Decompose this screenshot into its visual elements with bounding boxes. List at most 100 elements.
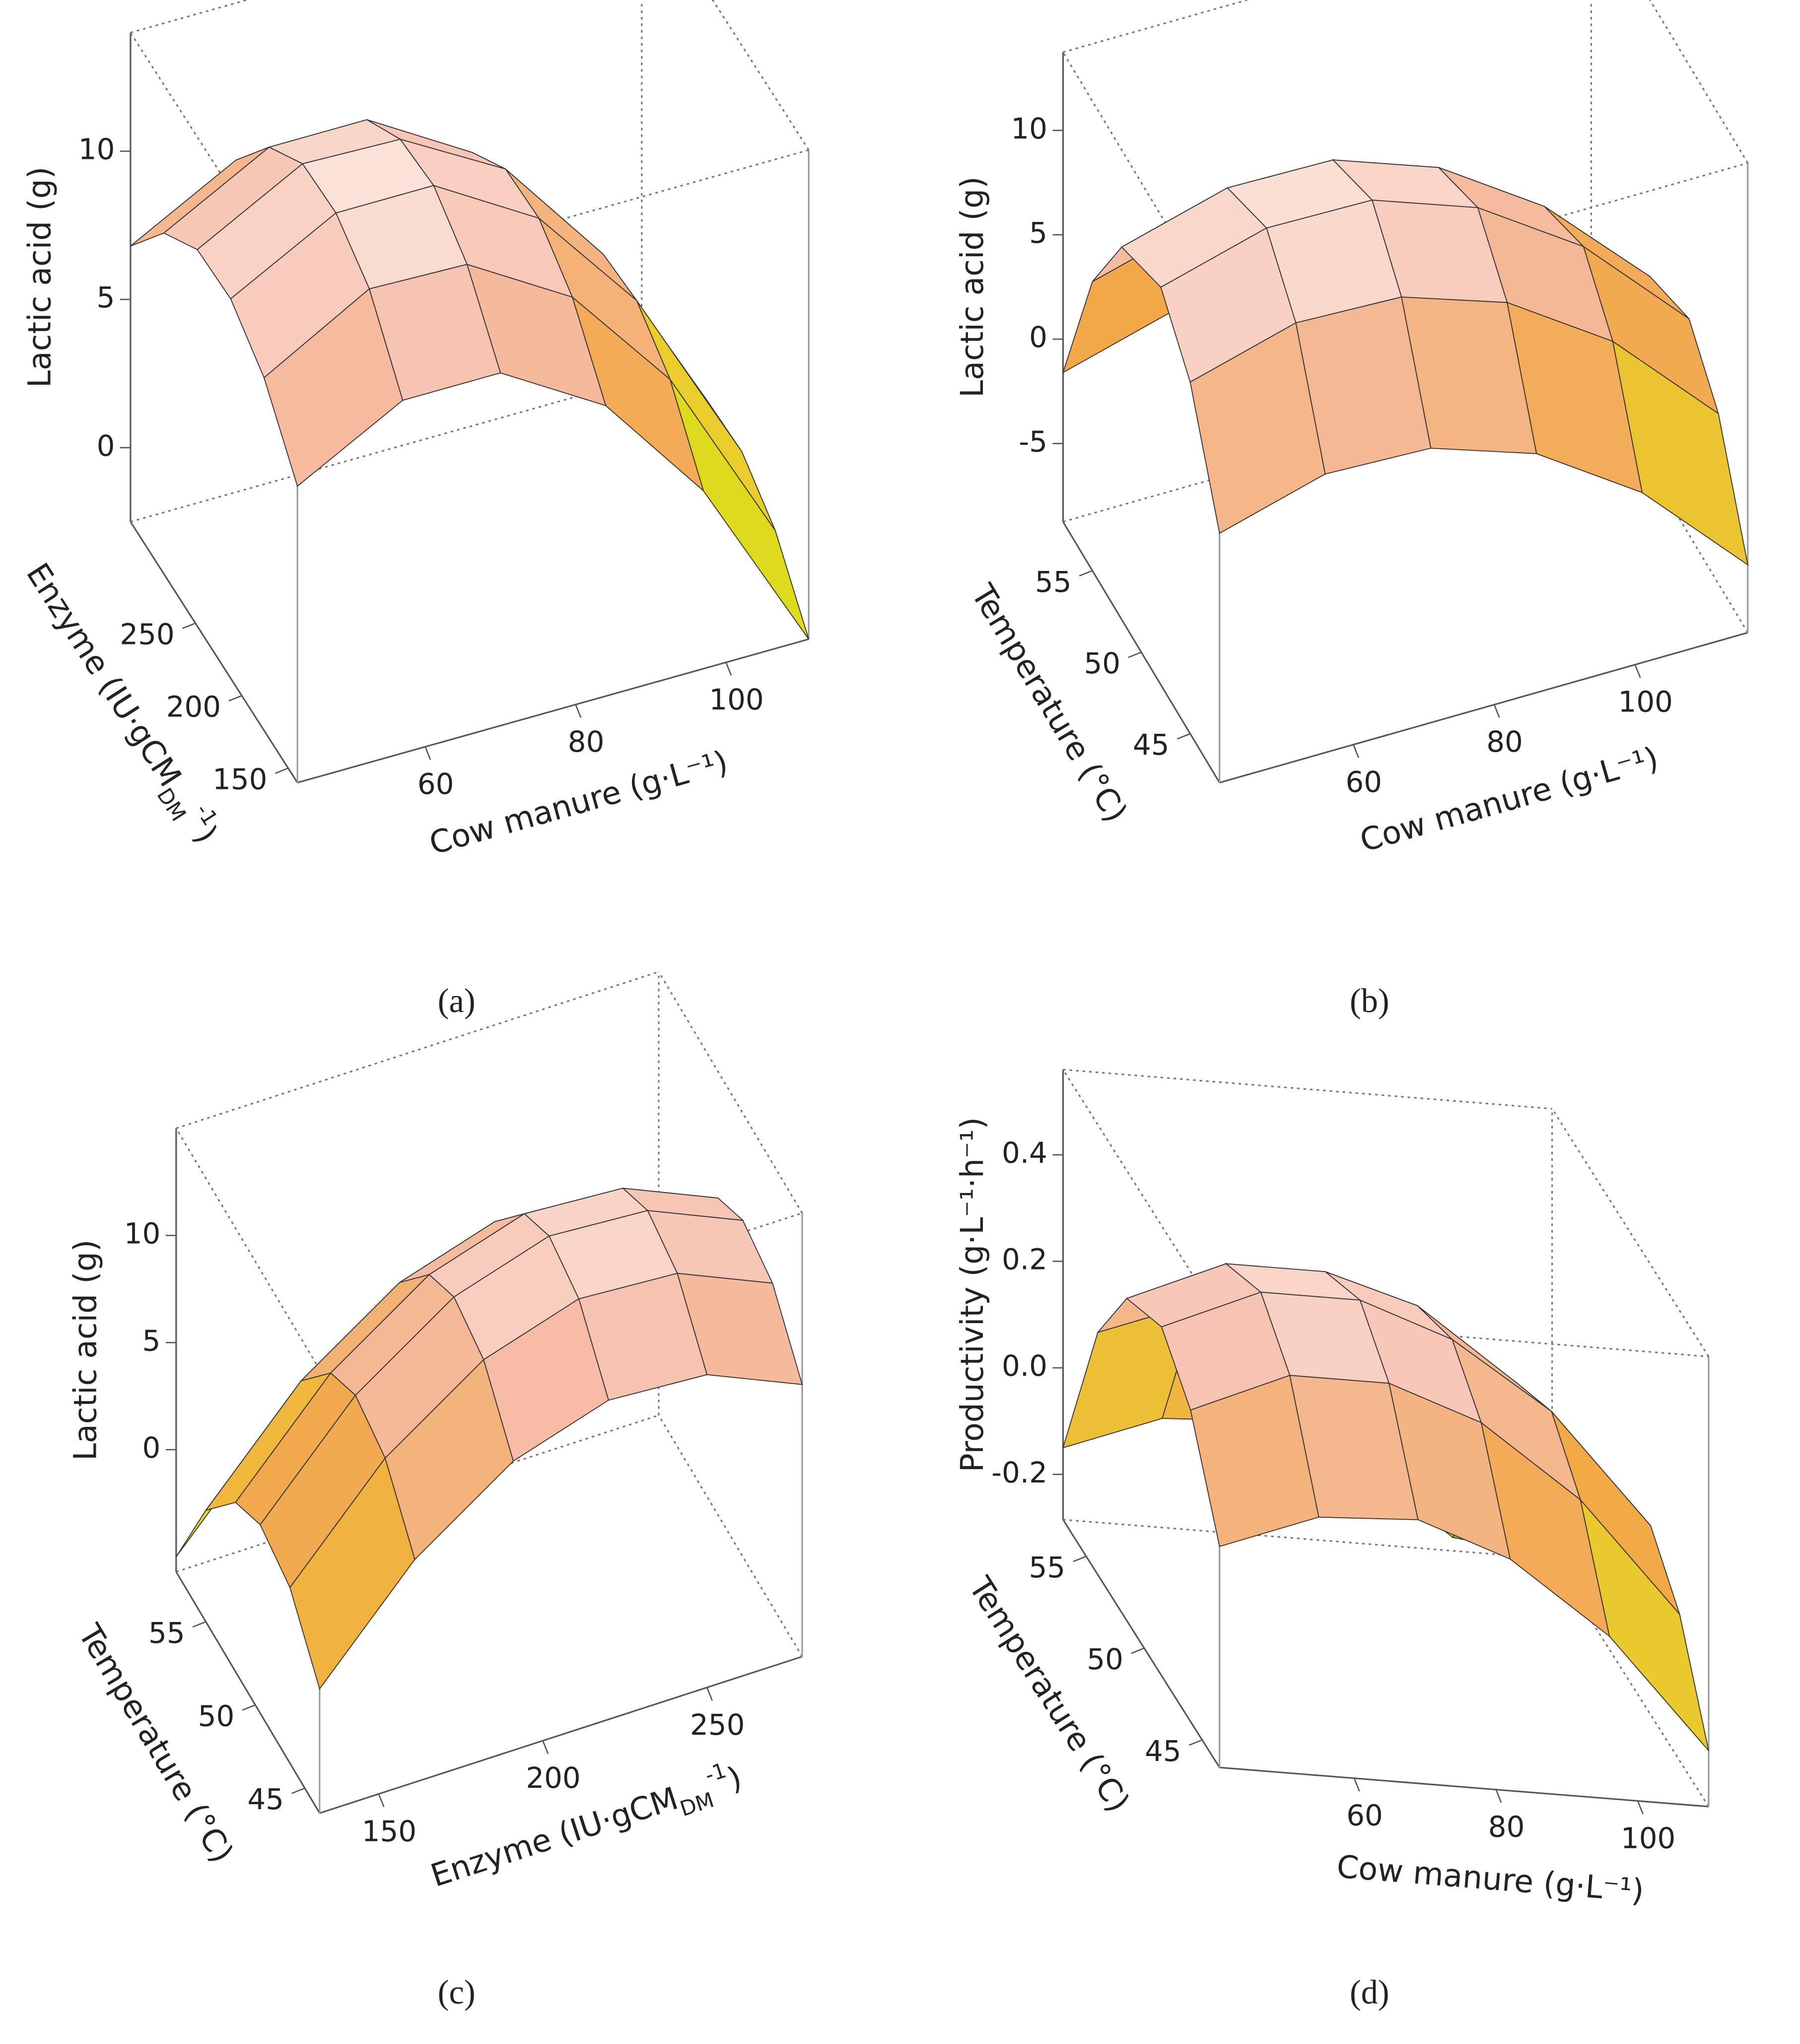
z-tick-label: 0.0 (1002, 1349, 1047, 1383)
x-axis-title: Cow manure (g·L⁻¹) (1335, 1848, 1645, 1909)
y-tick (275, 767, 288, 774)
box-edge (1062, 0, 1250, 53)
y-tick (228, 695, 242, 702)
y-tick (1177, 733, 1191, 740)
z-axis-title: Lactic acid (g) (21, 167, 58, 388)
y-tick-label: 45 (247, 1782, 284, 1816)
z-tick-label: 0.2 (1002, 1243, 1047, 1276)
panel-label: (a) (438, 982, 476, 1020)
box-edge (1062, 52, 1221, 314)
y-tick (1188, 1739, 1203, 1746)
z-axis-title: Productivity (g·L⁻¹·h⁻¹) (954, 1117, 990, 1472)
x-tick (424, 746, 431, 760)
z-tick-label: 5 (1029, 216, 1047, 250)
x-tick (725, 662, 732, 676)
y-tick (1128, 651, 1142, 658)
box-edge (1219, 632, 1748, 783)
y-tick (1073, 1555, 1087, 1562)
y-axis-title: Temperature (°C) (71, 1618, 241, 1869)
y-tick-label: 200 (166, 690, 221, 724)
z-tick-label: 5 (142, 1324, 161, 1357)
box-edge (297, 638, 809, 783)
y-axis-title: Temperature (°C) (962, 1570, 1137, 1818)
y-tick-label: 45 (1133, 728, 1170, 762)
y-tick (291, 1787, 305, 1794)
y-tick-label: 150 (212, 763, 267, 796)
x-tick (542, 1740, 549, 1754)
y-tick-label: 45 (1145, 1734, 1181, 1768)
x-tick-label: 80 (568, 725, 605, 759)
x-tick (1353, 744, 1359, 758)
y-tick (182, 623, 196, 630)
x-tick-label: 150 (362, 1814, 416, 1848)
box-edge (1649, 0, 1749, 164)
box-edge (130, 521, 298, 783)
x-tick (706, 1687, 713, 1701)
x-tick (1353, 1778, 1360, 1792)
x-tick-label: 60 (1345, 765, 1382, 799)
surface-facet (289, 1457, 415, 1690)
z-tick-label: 0 (142, 1431, 161, 1465)
x-tick-label: 100 (709, 683, 763, 716)
box-edge (1063, 1068, 1552, 1110)
z-tick-label: 5 (97, 281, 115, 314)
y-tick (242, 1704, 256, 1711)
surface-facet (1189, 322, 1326, 534)
panel-label: (d) (1350, 1973, 1389, 2011)
z-tick-label: 0 (97, 429, 115, 463)
x-axis-title: Cow manure (g·L⁻¹) (425, 743, 732, 862)
x-axis-title: Enzyme (IU·gCMDM-1) (425, 1754, 749, 1901)
box-edge (175, 1128, 321, 1370)
box-edge (176, 971, 659, 1129)
y-axis-title-text: Enzyme (IU·gCM (19, 557, 189, 793)
box-edge (658, 1414, 803, 1657)
panel: 60 80 100 45 50 55 -0.2 0.0 0.2 0.4 Cow manure (g·… (954, 1068, 1710, 2011)
box-edge (1551, 1108, 1710, 1357)
panel: 60 80 100 150 200 250 0 5 10 Cow manure (g·L⁻¹) En… (19, 0, 810, 1020)
x-tick-label: 60 (417, 767, 454, 801)
x-tick (1495, 1789, 1502, 1803)
y-tick-label: 50 (1084, 646, 1120, 680)
z-tick-label: 10 (1011, 112, 1047, 145)
y-tick-label: 55 (1035, 565, 1072, 599)
y-axis-title: Temperature (°C) (964, 577, 1135, 829)
z-axis-title: Lactic acid (g) (954, 176, 990, 397)
panel-label: (c) (438, 1973, 476, 2011)
y-tick-label: 50 (198, 1699, 235, 1733)
x-axis-title-sub: DM (677, 1787, 717, 1821)
z-tick-label: -5 (1019, 424, 1047, 458)
x-tick (575, 704, 582, 718)
z-tick-label: 10 (78, 133, 115, 166)
z-tick-label: -0.2 (991, 1456, 1047, 1489)
x-tick (1637, 1800, 1644, 1815)
x-tick-label: 200 (526, 1761, 580, 1795)
panel-label: (b) (1350, 982, 1389, 1020)
z-tick-label: 0 (1029, 320, 1047, 354)
surface-facet (1190, 1375, 1319, 1548)
z-tick-label: 0.4 (1002, 1136, 1047, 1170)
surface-facet (263, 288, 404, 487)
z-axis-title: Lactic acid (g) (67, 1240, 103, 1461)
box-edge (658, 971, 803, 1214)
y-tick (1131, 1647, 1145, 1654)
y-tick-label: 55 (1029, 1551, 1066, 1584)
x-tick-label: 100 (1621, 1821, 1675, 1855)
box-edge (319, 1656, 803, 1814)
x-tick-label: 250 (690, 1708, 745, 1742)
y-tick-label: 55 (148, 1616, 185, 1650)
x-tick-label: 60 (1346, 1799, 1383, 1833)
y-tick (1079, 570, 1093, 577)
z-tick-label: 10 (124, 1217, 161, 1251)
x-tick (378, 1793, 385, 1808)
x-tick (1634, 664, 1641, 678)
box-edge (1062, 1519, 1221, 1768)
y-tick (192, 1621, 207, 1628)
x-axis-title-text: Enzyme (IU·gCM (426, 1780, 683, 1894)
x-tick (1493, 704, 1500, 718)
panel: 150 200 250 45 50 55 0 5 10 Enzyme (IU·gCMDM-1) Te… (67, 971, 803, 2011)
y-tick-label: 250 (120, 618, 174, 651)
box-edge (711, 0, 810, 150)
